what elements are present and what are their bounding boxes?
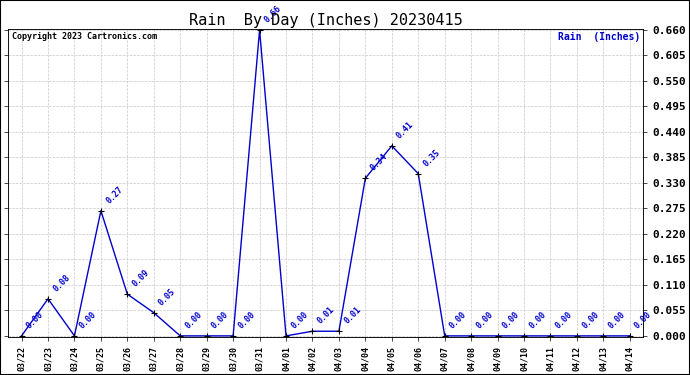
Text: 0.05: 0.05 [157,286,177,307]
Text: 0.34: 0.34 [368,152,389,173]
Text: 0.41: 0.41 [395,120,415,140]
Text: 0.27: 0.27 [104,184,125,205]
Text: 0.00: 0.00 [580,310,600,330]
Text: 0.00: 0.00 [607,310,627,330]
Text: 0.01: 0.01 [342,305,363,326]
Text: Copyright 2023 Cartronics.com: Copyright 2023 Cartronics.com [12,32,157,41]
Text: 0.00: 0.00 [77,310,98,330]
Text: 0.66: 0.66 [263,4,284,24]
Title: Rain  By Day (Inches) 20230415: Rain By Day (Inches) 20230415 [189,13,462,28]
Text: 0.08: 0.08 [51,273,72,293]
Text: 0.00: 0.00 [25,310,46,330]
Text: 0.00: 0.00 [553,310,574,330]
Text: 0.00: 0.00 [448,310,469,330]
Text: 0.00: 0.00 [289,310,310,330]
Text: 0.00: 0.00 [633,310,653,330]
Text: 0.00: 0.00 [184,310,204,330]
Text: 0.00: 0.00 [527,310,548,330]
Text: 0.01: 0.01 [315,305,336,326]
Text: Rain  (Inches): Rain (Inches) [558,32,640,42]
Text: 0.00: 0.00 [474,310,495,330]
Text: 0.00: 0.00 [210,310,230,330]
Text: 0.00: 0.00 [236,310,257,330]
Text: 0.35: 0.35 [422,148,442,168]
Text: 0.00: 0.00 [501,310,521,330]
Text: 0.09: 0.09 [130,268,151,289]
